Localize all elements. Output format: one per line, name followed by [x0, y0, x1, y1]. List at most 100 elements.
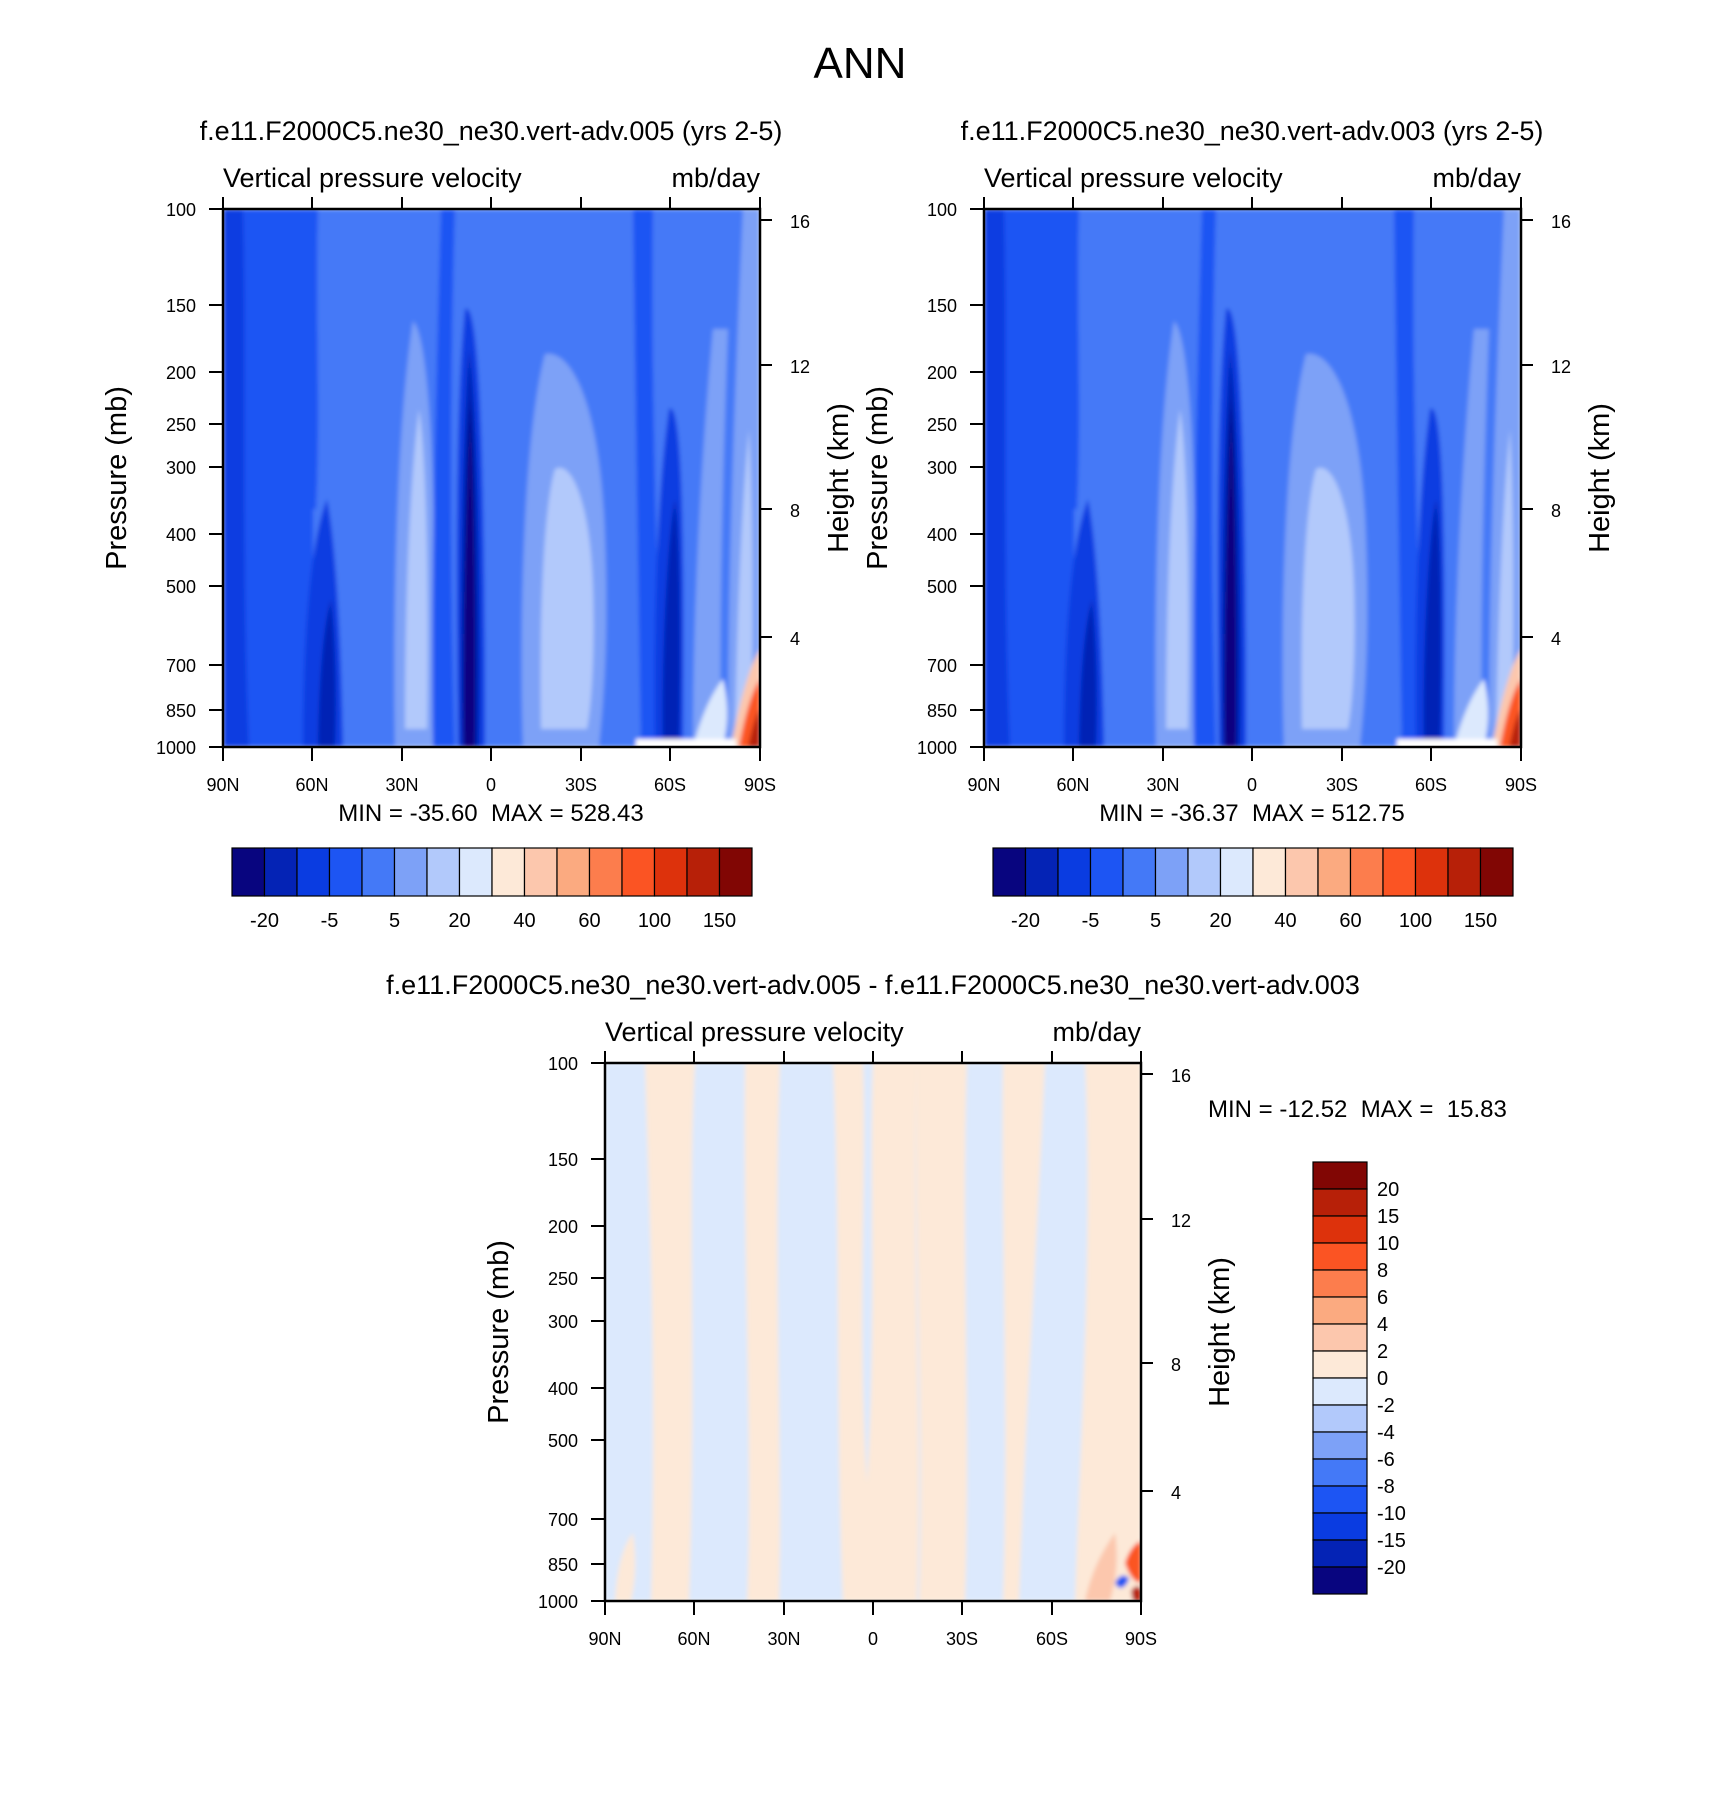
colorbar-label: 60	[578, 910, 600, 932]
colorbar-box	[328, 847, 363, 897]
colorbar-label: 2	[1377, 1341, 1388, 1363]
xtick-label: 30N	[1146, 775, 1179, 795]
colorbar-label: 10	[1377, 1233, 1399, 1255]
colorbar-label: 20	[1209, 910, 1231, 932]
pressure-axis: 100 150 200 250 300 400 500 700 850 1000	[538, 1054, 605, 1612]
units-label: mb/day	[671, 163, 760, 193]
ytick-label: 500	[166, 577, 196, 597]
ytick-right-label: 8	[790, 501, 800, 521]
colorbar-box	[718, 847, 753, 897]
ytick-label: 400	[927, 525, 957, 545]
colorbar-label: -20	[1377, 1557, 1406, 1579]
colorbar-box	[231, 847, 266, 897]
colorbar-box	[1122, 847, 1157, 897]
colorbar-label: -6	[1377, 1449, 1395, 1471]
colorbar-label: 5	[389, 910, 400, 932]
ytick-label: 150	[548, 1150, 578, 1170]
panel-model-003: f.e11.F2000C5.ne30_ne30.vert-adv.003 (yr…	[862, 116, 1616, 932]
ytick-label: 300	[927, 458, 957, 478]
contour-field	[223, 209, 760, 747]
colorbar: -20 -5 5 20 40 60 100 150	[231, 847, 753, 932]
ytick-label: 100	[166, 200, 196, 220]
colorbar-box	[1312, 1512, 1368, 1541]
contour-field	[984, 209, 1521, 747]
ytick-label: 200	[927, 363, 957, 383]
xtick-label: 90N	[588, 1629, 621, 1649]
colorbar-box	[1312, 1161, 1368, 1190]
latitude-axis: 90N 60N 30N 0 30S 60S 90S	[206, 197, 776, 795]
variable-label: Vertical pressure velocity	[984, 163, 1283, 193]
colorbar-label: 4	[1377, 1314, 1388, 1336]
colorbar-box	[1219, 847, 1254, 897]
ytick-label: 700	[927, 656, 957, 676]
ylabel: Pressure (mb)	[483, 1240, 515, 1424]
pressure-axis: 100 150 200 250 300 400 500 700 850 1000	[156, 200, 223, 758]
colorbar-box	[1284, 847, 1319, 897]
ytick-right-label: 16	[1551, 212, 1571, 232]
colorbar-box	[458, 847, 493, 897]
colorbar-label: -10	[1377, 1503, 1406, 1525]
xtick-label: 90S	[744, 775, 776, 795]
colorbar-box	[263, 847, 298, 897]
ytick-right-label: 4	[1171, 1483, 1181, 1503]
colorbar-label: 20	[1377, 1179, 1399, 1201]
colorbar-label: 5	[1150, 910, 1161, 932]
ytick-right-label: 16	[1171, 1066, 1191, 1086]
panel-title: f.e11.F2000C5.ne30_ne30.vert-adv.005 - f…	[386, 970, 1360, 1000]
ytick-label: 700	[548, 1510, 578, 1530]
colorbar-box	[1479, 847, 1514, 897]
xtick-label: 60N	[677, 1629, 710, 1649]
xtick-label: 0	[1247, 775, 1257, 795]
xtick-label: 60S	[1415, 775, 1447, 795]
ytick-right-label: 8	[1551, 501, 1561, 521]
variable-label: Vertical pressure velocity	[605, 1017, 904, 1047]
colorbar-box	[523, 847, 558, 897]
colorbar-label: 40	[513, 910, 535, 932]
colorbar-box	[1154, 847, 1189, 897]
ylabel-right: Height (km)	[823, 403, 855, 553]
ytick-label: 850	[166, 701, 196, 721]
colorbar-label: -5	[1082, 910, 1100, 932]
colorbar-box	[686, 847, 721, 897]
ytick-label: 400	[548, 1379, 578, 1399]
ytick-label: 250	[166, 415, 196, 435]
xtick-label: 30S	[1326, 775, 1358, 795]
xtick-label: 30N	[767, 1629, 800, 1649]
colorbar-box	[1317, 847, 1352, 897]
xtick-label: 30N	[385, 775, 418, 795]
units-label: mb/day	[1432, 163, 1521, 193]
ytick-label: 200	[548, 1217, 578, 1237]
ytick-label: 850	[548, 1555, 578, 1575]
ytick-right-label: 8	[1171, 1355, 1181, 1375]
colorbar-box	[588, 847, 623, 897]
colorbar-box	[1312, 1323, 1368, 1352]
height-axis: 16 12 8 4	[760, 212, 810, 649]
units-label: mb/day	[1052, 1017, 1141, 1047]
colorbar-box	[1312, 1242, 1368, 1271]
colorbar-box	[426, 847, 461, 897]
panel-title: f.e11.F2000C5.ne30_ne30.vert-adv.005 (yr…	[200, 116, 783, 146]
variable-label: Vertical pressure velocity	[223, 163, 522, 193]
colorbar-box	[296, 847, 331, 897]
colorbar-label: 150	[1464, 910, 1497, 932]
colorbar-box	[653, 847, 688, 897]
xtick-label: 60S	[654, 775, 686, 795]
ytick-label: 250	[548, 1269, 578, 1289]
min-max-stats: MIN = -35.60 MAX = 528.43	[338, 800, 644, 827]
xtick-label: 90N	[206, 775, 239, 795]
ytick-right-label: 12	[1171, 1211, 1191, 1231]
colorbar-box	[393, 847, 428, 897]
ytick-label: 200	[166, 363, 196, 383]
xtick-label: 30S	[946, 1629, 978, 1649]
colorbar-label: 60	[1339, 910, 1361, 932]
height-axis: 16 12 8 4	[1141, 1066, 1191, 1503]
colorbar-box	[1252, 847, 1287, 897]
colorbar-box	[1057, 847, 1092, 897]
ytick-label: 700	[166, 656, 196, 676]
pressure-axis: 100 150 200 250 300 400 500 700 850 1000	[917, 200, 984, 758]
colorbar-box	[1312, 1377, 1368, 1406]
colorbar-box	[1414, 847, 1449, 897]
colorbar-box	[1447, 847, 1482, 897]
colorbar-label: -20	[1011, 910, 1040, 932]
